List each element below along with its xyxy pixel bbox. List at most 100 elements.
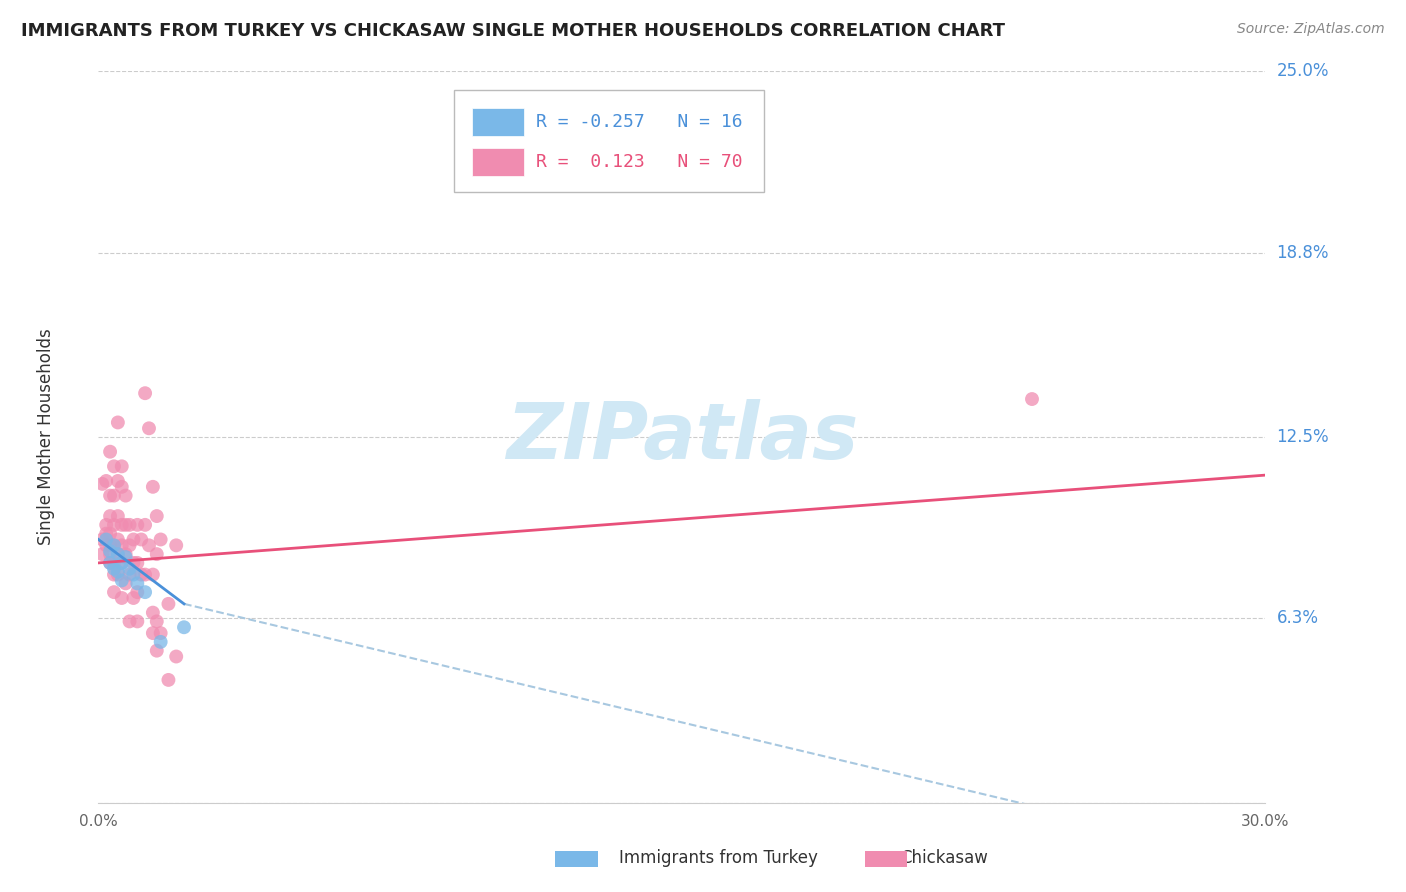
Point (122, 556, 145, 570)
Point (98, 547, 121, 561)
Point (134, 567, 156, 582)
Point (118, 538, 141, 552)
Point (103, 538, 125, 552)
Point (114, 517, 136, 532)
Point (107, 474, 129, 488)
Point (114, 549, 136, 564)
Point (96, 517, 118, 532)
Point (142, 567, 165, 582)
Point (107, 509, 129, 524)
Point (118, 562, 141, 576)
Bar (472, 108, 524, 136)
Point (134, 517, 156, 532)
Point (122, 591, 145, 605)
Point (111, 459, 134, 474)
Bar (472, 148, 524, 176)
Point (107, 565, 129, 579)
Point (114, 547, 136, 561)
Point (111, 556, 134, 570)
Point (91, 476, 114, 491)
Point (142, 606, 165, 620)
Point (107, 547, 129, 561)
Text: 18.8%: 18.8% (1277, 244, 1329, 261)
Point (146, 615, 169, 629)
Text: Source: ZipAtlas.com: Source: ZipAtlas.com (1237, 22, 1385, 37)
Point (91, 533, 114, 547)
Point (129, 567, 152, 582)
Point (98, 556, 121, 570)
Text: Single Mother Households: Single Mother Households (37, 329, 55, 545)
Point (96, 533, 118, 547)
Text: 12.5%: 12.5% (1277, 428, 1329, 446)
Point (129, 533, 152, 547)
Point (96, 474, 118, 488)
Point (165, 649, 187, 664)
Point (96, 526, 118, 541)
Point (103, 567, 125, 582)
Text: R =  0.123   N = 70: R = 0.123 N = 70 (536, 153, 742, 171)
Point (114, 576, 136, 591)
Point (157, 597, 180, 611)
Point (103, 538, 125, 552)
Point (127, 556, 149, 570)
Text: Chickasaw: Chickasaw (900, 849, 987, 867)
Point (146, 547, 169, 561)
Point (118, 517, 141, 532)
Point (149, 533, 172, 547)
Text: 25.0%: 25.0% (1277, 62, 1329, 80)
Point (98, 544, 121, 558)
Point (98, 556, 121, 570)
Point (98, 526, 121, 541)
Point (107, 547, 129, 561)
Point (122, 567, 145, 582)
Bar (454, 90, 763, 192)
Point (127, 615, 149, 629)
Point (103, 585, 125, 599)
Point (98, 489, 121, 503)
Point (91, 547, 114, 561)
Point (114, 489, 136, 503)
Point (118, 567, 141, 582)
Point (111, 591, 134, 605)
Text: 6.3%: 6.3% (1277, 609, 1319, 627)
Point (111, 480, 134, 494)
Point (134, 585, 156, 599)
Point (107, 567, 129, 582)
Point (1021, 392, 1043, 406)
Point (103, 562, 125, 576)
Point (146, 509, 169, 524)
Point (127, 576, 149, 591)
Point (142, 480, 165, 494)
Point (165, 538, 187, 552)
Point (146, 643, 169, 657)
Point (118, 615, 141, 629)
Point (127, 585, 149, 599)
Point (103, 517, 125, 532)
Point (98, 538, 121, 552)
Point (173, 620, 195, 634)
Point (98, 509, 121, 524)
Point (122, 533, 145, 547)
Point (138, 421, 160, 435)
Text: R = -0.257   N = 16: R = -0.257 N = 16 (536, 112, 742, 131)
Text: Immigrants from Turkey: Immigrants from Turkey (619, 849, 817, 867)
Point (103, 459, 125, 474)
Point (103, 489, 125, 503)
Point (149, 626, 172, 640)
Point (103, 556, 125, 570)
Text: ZIPatlas: ZIPatlas (506, 399, 858, 475)
Point (149, 635, 172, 649)
Point (127, 517, 149, 532)
Text: IMMIGRANTS FROM TURKEY VS CHICKASAW SINGLE MOTHER HOUSEHOLDS CORRELATION CHART: IMMIGRANTS FROM TURKEY VS CHICKASAW SING… (21, 22, 1005, 40)
Point (111, 517, 134, 532)
Point (134, 386, 156, 401)
Point (111, 556, 134, 570)
Point (142, 626, 165, 640)
Point (107, 416, 129, 430)
Point (157, 673, 180, 687)
Point (107, 533, 129, 547)
Point (111, 574, 134, 588)
Point (138, 538, 160, 552)
Point (98, 444, 121, 458)
Point (111, 538, 134, 552)
